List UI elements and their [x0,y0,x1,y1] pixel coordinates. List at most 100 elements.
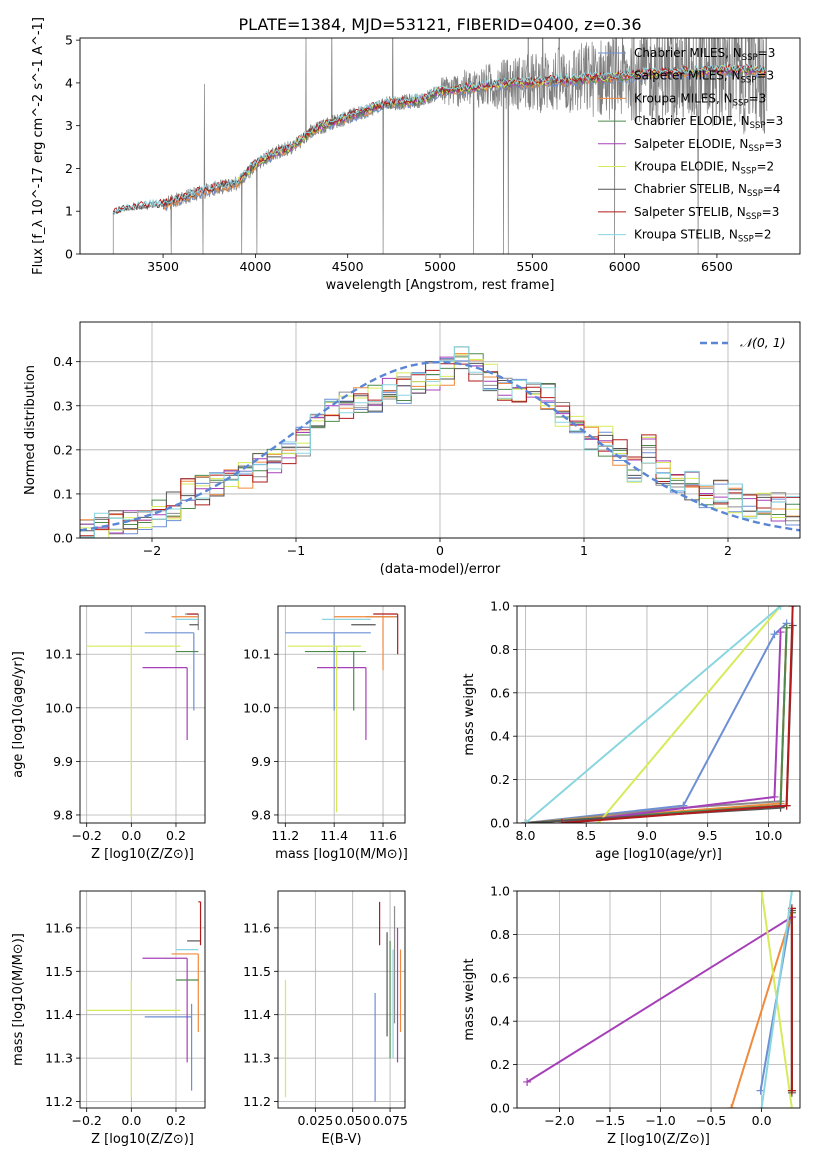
weight-marker-salpeter-stelib [787,1086,796,1095]
legend-label-chabrier-elodie: Chabrier ELODIE, NSSP=3 [634,114,783,131]
weight-marker-kroupa-elodie [757,891,766,895]
legend-label-kroupa-elodie: Kroupa ELODIE, NSSP=2 [634,160,774,177]
figure-title: PLATE=1384, MJD=53121, FIBERID=0400, z=0… [238,15,641,34]
y-tick-label: 0.4 [490,1014,510,1029]
y-tick-label: 11.3 [243,1051,271,1066]
panel-mass-weight-vs-age: 8.0 8.5 9.0 9.5 10.0 0.0 0.2 0.4 0.6 0.8 1.0 age [l… [462,599,801,862]
x-tick-label: −1.5 [595,1113,625,1128]
plot-area [521,606,797,823]
panel-age-vs-Z: −0.2 0.0 0.2 9.8 9.9 10.0 10.1 Z [log10(Z/Z⊙)] a… [11,605,206,862]
x-tick-label: −2.0 [544,1113,574,1128]
y-tick-label: 0.0 [490,1101,510,1116]
y-axis-label: mass [log10(M/M⊙)] [11,933,26,1066]
weight-marker-kroupa-stelib [757,1104,766,1108]
weight-marker-salpeter-elodie [776,628,785,637]
x-tick-label: 0.2 [166,828,186,843]
plot-area [284,901,402,1102]
x-axis-label: Z [log10(Z/Z⊙)] [91,847,194,862]
legend-label-salpeter-miles: Salpeter MILES, NSSP=3 [634,69,774,86]
y-tick-label: 10.1 [45,647,73,662]
errorbar-salpeter-elodie [317,667,367,740]
axes-frame [277,605,406,824]
x-tick-label: 0.2 [166,1113,186,1128]
y-tick-label: 0 [65,247,73,262]
weight-marker-kroupa-stelib [787,891,796,895]
plot-area [86,613,199,818]
x-tick-label: 8.5 [576,828,596,843]
x-axis-label: mass [log10(M/M⊙)] [275,847,408,862]
x-tick-label: 6000 [609,259,641,274]
x-tick-label: 6500 [701,259,733,274]
errorbar-chabrier-miles [144,1003,193,1091]
x-tick-label: 0.075 [372,1113,408,1128]
legend-label-chabrier-stelib: Chabrier STELIB, NSSP=4 [634,182,781,199]
x-tick-label: −0.2 [72,828,102,843]
weight-marker-kroupa-miles [727,1104,736,1108]
legend-label-kroupa-stelib: Kroupa STELIB, NSSP=2 [634,228,772,245]
x-tick-label: 0.050 [335,1113,371,1128]
weight-marker-chabrier-elodie [782,623,791,632]
errorbar-kroupa-elodie [86,979,181,1098]
y-tick-label: 0.6 [490,970,510,985]
x-tick-label: 4500 [332,259,364,274]
x-axis-label: age [log10(age/yr)] [595,847,722,862]
y-tick-label: 1.0 [490,599,510,614]
y-tick-label: 11.2 [45,1094,73,1109]
weight-marker-chabrier-miles [770,630,779,639]
axes-frame [516,605,801,824]
x-tick-label: 0.0 [121,1113,141,1128]
errorbar-kroupa-elodie [287,645,362,813]
weight-marker-salpeter-elodie [770,792,779,801]
errorbar-kroupa-miles [334,616,396,671]
errorbar-chabrier-elodie [304,650,366,711]
y-tick-label: 1.0 [490,884,510,899]
x-tick-label: 10.0 [754,828,782,843]
y-tick-label: 0.2 [490,772,510,787]
weight-line-salpeter-elodie [526,916,793,1083]
x-tick-label: 0.025 [297,1113,333,1128]
axes-frame [79,890,206,1109]
y-axis-label: Flux [f_λ 10^-17 erg cm^-2 s^-1 A^-1] [31,17,46,275]
y-tick-label: 11.4 [243,1007,271,1022]
x-axis-label: Z [log10(Z/Z⊙)] [607,1132,710,1147]
y-tick-label: 2 [65,161,73,176]
y-tick-label: 9.8 [251,807,271,822]
x-tick-label: −1 [287,543,305,558]
errorbar-salpeter-stelib [198,901,202,946]
errorbar-kroupa-miles [171,953,199,1033]
weight-line-kroupa-miles [525,627,788,823]
weight-line-salpeter-elodie [561,631,782,823]
y-tick-label: 0.4 [53,354,73,369]
x-tick-label: 1 [580,543,588,558]
y-tick-label: 5 [65,33,73,48]
weight-marker-salpeter-stelib [557,819,566,823]
model-line-kroupa-stelib [112,63,767,215]
errorbar-kroupa-elodie [86,645,181,818]
panel-mass-weight-vs-Z: −2.0 −1.5 −1.0 −0.5 0.0 0.0 0.2 0.4 0.6 0.8 1.0 Z [… [462,884,801,1147]
y-tick-label: 9.9 [251,754,271,769]
x-tick-label: 0.0 [752,1113,772,1128]
weight-marker-kroupa-stelib [521,819,530,823]
hist-step-kroupa-stelib [80,346,800,538]
panel-spectrum: 3500 4000 4500 5000 5500 6000 6500 0 1 2 3 4 5 wavele… [31,17,801,293]
y-tick-label: 0.1 [53,486,73,501]
y-tick-label: 0.4 [490,729,510,744]
y-tick-label: 10.0 [45,700,73,715]
errorbar-salpeter-elodie [142,957,188,1063]
panel-age-vs-mass: 11.2 11.4 11.6 9.8 9.9 10.0 10.1 mass [log10(M/… [243,605,408,862]
y-tick-label: 11.3 [45,1051,73,1066]
x-tick-label: 0.0 [121,828,141,843]
x-tick-label: 9.5 [698,828,718,843]
legend-label-chabrier-miles: Chabrier MILES, NSSP=3 [634,46,775,63]
y-tick-label: 0.8 [490,642,510,657]
errorbar-salpeter-stelib [373,613,399,655]
spectrum-legend: Chabrier MILES, NSSP=3 Salpeter MILES, NS… [598,46,783,245]
axes-frame [277,890,406,1109]
weight-line-salpeter-miles [525,627,788,823]
plot-area [112,38,768,254]
y-tick-label: 11.5 [243,964,271,979]
weight-line-salpeter-stelib [561,606,794,823]
x-tick-label: 3500 [147,259,179,274]
y-tick-label: 0.8 [490,927,510,942]
